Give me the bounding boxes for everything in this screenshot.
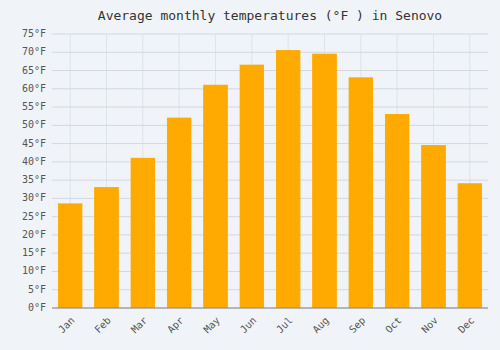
bar: [95, 187, 119, 308]
y-tick-label: 65°F: [22, 65, 46, 76]
x-tick-label: Oct: [383, 315, 404, 336]
bar-shade: [204, 85, 228, 308]
y-tick-label: 20°F: [22, 229, 46, 240]
bar-shade: [131, 158, 155, 308]
bar-shade: [58, 204, 82, 308]
x-tick-label: Apr: [165, 315, 186, 336]
x-tick-labels: Jan Feb Mar Apr May Jun Jul Aug Sep Oct Nov Dec: [56, 315, 476, 336]
y-tick-labels: 0°F 5°F 10°F 15°F 20°F 25°F 30°F 35°F 40°F 45°F 50…: [22, 28, 46, 313]
bar-shade: [422, 145, 446, 308]
bar-shade: [95, 187, 119, 308]
bar-group: [131, 158, 155, 308]
bar-shade: [167, 118, 191, 308]
y-tick-label: 35°F: [22, 174, 46, 185]
bar: [385, 114, 409, 308]
y-grid-line: [52, 70, 488, 71]
bar-group: [95, 187, 119, 308]
x-tick-label: Mar: [129, 315, 150, 336]
x-tick-label: Sep: [347, 315, 368, 336]
bar-group: [458, 184, 482, 308]
x-axis-line: [52, 308, 488, 309]
grid: [52, 34, 488, 308]
y-tick-label: 30°F: [22, 192, 46, 203]
bars: [58, 50, 481, 308]
bar-group: [204, 85, 228, 308]
y-grid-line: [52, 125, 488, 126]
bar: [240, 65, 264, 308]
y-grid-line: [52, 34, 488, 35]
y-tick-label: 25°F: [22, 211, 46, 222]
bar: [131, 158, 155, 308]
y-grid-line: [52, 88, 488, 89]
y-tick-label: 5°F: [28, 284, 46, 295]
x-tick-label: Aug: [310, 315, 331, 336]
bar-shade: [276, 50, 300, 308]
y-grid-line: [52, 308, 488, 309]
bar-group: [240, 65, 264, 308]
bar-shade: [349, 78, 373, 308]
chart: 0°F 5°F 10°F 15°F 20°F 25°F 30°F 35°F 40°F 45°F 50…: [0, 0, 500, 350]
y-tick-label: 60°F: [22, 83, 46, 94]
x-tick-label: May: [201, 315, 222, 336]
bar-shade: [458, 184, 482, 308]
bar: [204, 85, 228, 308]
chart-container: 0°F 5°F 10°F 15°F 20°F 25°F 30°F 35°F 40°F 45°F 50…: [0, 0, 500, 350]
x-tick-label: Jan: [56, 315, 77, 336]
y-tick-label: 70°F: [22, 46, 46, 57]
y-grid-line: [52, 107, 488, 108]
bar: [167, 118, 191, 308]
y-tick-label: 0°F: [28, 302, 46, 313]
y-tick-label: 50°F: [22, 119, 46, 130]
y-tick-label: 15°F: [22, 247, 46, 258]
bar-shade: [240, 65, 264, 308]
bar-shade: [313, 54, 337, 308]
y-tick-label: 40°F: [22, 156, 46, 167]
y-grid-line: [52, 52, 488, 53]
x-tick-label: Dec: [456, 315, 477, 336]
bar: [276, 50, 300, 308]
bar: [349, 78, 373, 308]
y-grid-line: [52, 143, 488, 144]
bar: [422, 145, 446, 308]
y-tick-label: 10°F: [22, 265, 46, 276]
x-tick-label: Nov: [419, 315, 440, 336]
bar: [458, 184, 482, 308]
y-tick-label: 75°F: [22, 28, 46, 39]
x-tick-label: Jun: [238, 315, 259, 336]
y-tick-label: 55°F: [22, 101, 46, 112]
bar-group: [385, 114, 409, 308]
bar-shade: [385, 114, 409, 308]
bar: [313, 54, 337, 308]
bar: [58, 204, 82, 308]
x-tick-label: Feb: [92, 315, 113, 336]
bar-group: [276, 50, 300, 308]
bar-group: [167, 118, 191, 308]
chart-title: Average monthly temperatures (°F ) in Se…: [98, 8, 442, 23]
y-tick-label: 45°F: [22, 138, 46, 149]
bar-group: [58, 204, 82, 308]
x-tick-label: Jul: [274, 315, 295, 336]
bar-group: [422, 145, 446, 308]
bar-group: [313, 54, 337, 308]
bar-group: [349, 78, 373, 308]
